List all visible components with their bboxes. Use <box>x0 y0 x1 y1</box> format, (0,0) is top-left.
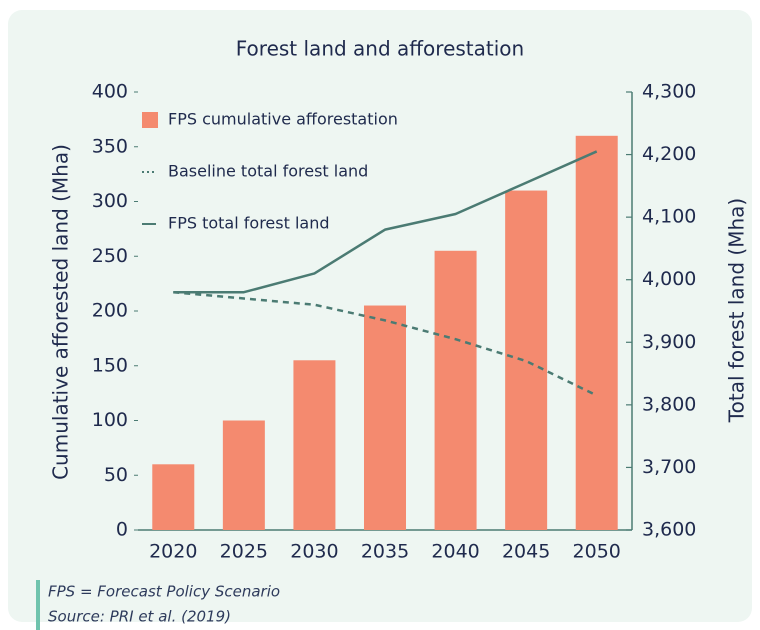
y2-tick-label: 4,000 <box>642 268 696 290</box>
legend-label: FPS cumulative afforestation <box>168 110 398 129</box>
y-tick-label: 250 <box>92 245 128 267</box>
y2-tick-label: 3,600 <box>642 519 696 541</box>
bar <box>505 190 548 531</box>
bar <box>364 305 406 530</box>
footnote: FPS = Forecast Policy Scenario <box>48 583 280 601</box>
y2-tick-label: 4,200 <box>642 143 696 165</box>
y-tick-label: 300 <box>92 190 128 212</box>
y-axis-label: Cumulative afforested land (Mha) <box>49 144 73 480</box>
y-tick-label: 0 <box>116 519 128 541</box>
y2-tick-label: 4,100 <box>642 206 696 228</box>
x-tick-label: 2025 <box>220 541 268 563</box>
x-tick-label: 2040 <box>431 541 479 563</box>
y-tick-label: 200 <box>92 300 128 322</box>
y2-tick-label: 4,300 <box>642 81 696 103</box>
line <box>173 150 598 294</box>
chart-title: Forest land and afforestation <box>236 37 524 61</box>
bar <box>434 250 477 530</box>
x-tick-label: 2035 <box>361 541 409 563</box>
y-tick-label: 150 <box>92 354 128 376</box>
legend-label: Baseline total forest land <box>168 162 368 181</box>
y2-axis-label: Total forest land (Mha) <box>725 198 749 423</box>
x-tick-label: 2050 <box>573 541 621 563</box>
footnote: Source: PRI et al. (2019) <box>48 608 231 626</box>
legend-label: FPS total forest land <box>168 214 330 233</box>
y2-tick-label: 3,800 <box>642 393 696 415</box>
bar <box>293 360 336 530</box>
bar <box>222 420 265 530</box>
y-tick-label: 100 <box>92 409 128 431</box>
bar <box>575 135 618 531</box>
y-tick-label: 400 <box>92 81 128 103</box>
bar <box>152 464 195 530</box>
y2-tick-label: 3,900 <box>642 331 696 353</box>
y-tick-label: 50 <box>104 464 128 486</box>
y2-tick-label: 3,700 <box>642 456 696 478</box>
note-bar <box>36 580 40 630</box>
x-tick-label: 2045 <box>502 541 550 563</box>
y-tick-label: 350 <box>92 135 128 157</box>
line <box>173 290 598 397</box>
legend-swatch <box>142 112 158 128</box>
x-tick-label: 2030 <box>290 541 338 563</box>
x-tick-label: 2020 <box>149 541 197 563</box>
